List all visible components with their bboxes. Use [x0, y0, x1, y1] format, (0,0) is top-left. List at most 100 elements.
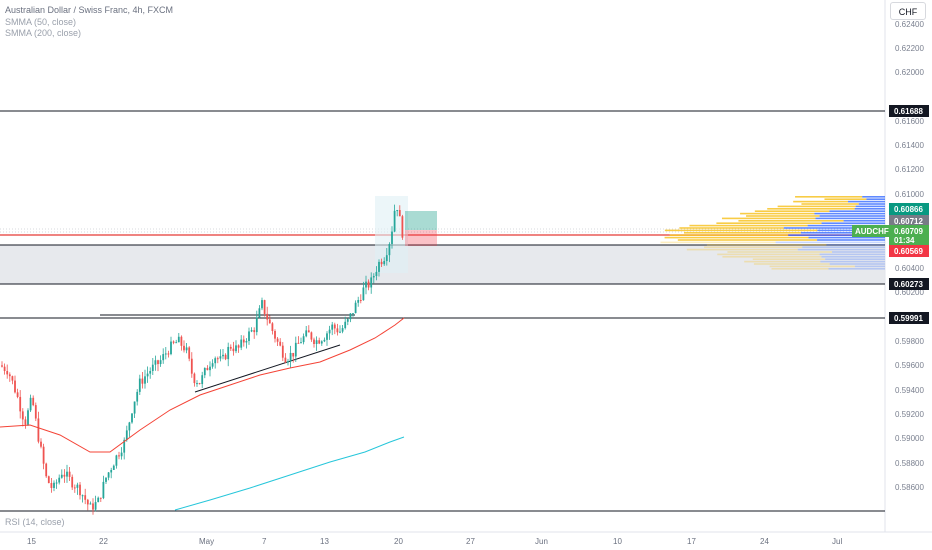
price-axis[interactable]: 0.62400 0.62200 0.62000 0.61600 0.61400 … [895, 20, 924, 492]
volume-profile-bar [788, 234, 885, 236]
candle-body [323, 339, 326, 342]
candle-body [276, 338, 279, 342]
candle-body [94, 502, 97, 510]
candle-body [383, 261, 386, 265]
candle-body [263, 300, 266, 314]
price-tick: 0.61600 [895, 117, 924, 126]
volume-profile-bar [843, 220, 885, 222]
stop-loss-value: 0.60569 [894, 247, 923, 256]
symbol-title[interactable]: Australian Dollar / Swiss Franc, 4h, FXC… [5, 5, 174, 15]
volume-profile-bar [686, 248, 798, 251]
candle-body [326, 333, 328, 340]
candle-body [19, 396, 22, 412]
candle-body [396, 210, 399, 212]
smma-50-line [0, 317, 405, 453]
volume-profile-bar [740, 212, 815, 215]
volume-profile-bar [854, 208, 885, 210]
candle-body [125, 430, 128, 440]
candle-body [211, 363, 214, 367]
candle-body [372, 276, 375, 278]
candlestick-series[interactable] [1, 204, 404, 515]
volume-profile-bar [669, 234, 789, 236]
candle-body [357, 300, 360, 303]
volume-profile-bar [767, 208, 855, 210]
volume-profile-bar [727, 251, 833, 253]
smma-200-legend[interactable]: SMMA (200, close) [5, 28, 82, 38]
candle-body [6, 370, 9, 375]
candle-body [393, 210, 396, 232]
volume-profile-bar [797, 248, 885, 251]
volume-profile-bar [793, 200, 849, 203]
currency-button[interactable]: CHF [890, 2, 926, 20]
price-tick: 0.62200 [895, 44, 924, 53]
candle-body [138, 378, 141, 392]
candle-body [339, 331, 341, 333]
volume-profile-bar [769, 265, 855, 268]
candle-body [300, 342, 302, 344]
candle-body [352, 313, 354, 315]
candle-body [81, 495, 84, 497]
symbol-label: AUDCHF [855, 227, 889, 236]
candle-body [99, 497, 102, 499]
candle-body [73, 487, 76, 489]
volume-profile-bar [832, 251, 885, 253]
candle-body [123, 439, 126, 453]
volume-profile-bar [829, 210, 885, 212]
volume-profile-bar [738, 220, 844, 222]
rising-trendline[interactable] [194, 344, 341, 393]
volume-profile-bar [824, 198, 867, 200]
candle-body [8, 374, 11, 377]
candle-body [258, 308, 261, 318]
price-tags: 0.61688 0.60866 0.60712 AUDCHF 0.60709 0… [852, 105, 929, 324]
candle-body [170, 341, 172, 355]
time-tick: 7 [262, 537, 267, 546]
bid-value: 0.60709 [894, 227, 923, 236]
candle-body [362, 287, 365, 301]
candle-body [380, 261, 383, 265]
volume-profile-bar [854, 265, 885, 268]
candle-body [133, 401, 136, 414]
price-tick: 0.59800 [895, 337, 924, 346]
volume-profile-bar [825, 258, 885, 260]
time-tick: 22 [99, 537, 108, 546]
volume-profile-bar [802, 246, 885, 248]
candle-body [224, 354, 227, 360]
volume-profile-bar [828, 268, 885, 270]
candle-body [21, 411, 24, 420]
volume-profile-bar [848, 200, 885, 203]
candle-body [177, 336, 180, 343]
candle-body [385, 255, 388, 262]
support-zone[interactable] [0, 245, 885, 284]
candle-body [307, 330, 310, 333]
volume-profile-bar [808, 236, 885, 239]
time-axis[interactable]: 15 22 May 7 13 20 27 Jun 10 17 24 Jul [27, 537, 842, 546]
stop-loss-area[interactable] [405, 230, 437, 246]
candle-body [146, 373, 149, 377]
volume-profile-bar [862, 196, 885, 198]
candle-body [216, 358, 219, 360]
volume-profile-bar [866, 198, 885, 200]
candle-body [341, 328, 344, 332]
candle-body [60, 474, 63, 478]
level-high-value: 0.61688 [894, 107, 923, 116]
candle-body [349, 313, 352, 320]
candle-body [292, 352, 295, 357]
rsi-legend[interactable]: RSI (14, close) [5, 517, 65, 527]
candle-body [370, 277, 373, 288]
price-tick: 0.59600 [895, 361, 924, 370]
price-tick: 0.58800 [895, 459, 924, 468]
price-tick: 0.59200 [895, 410, 924, 419]
volume-profile-bar [679, 227, 784, 229]
countdown-value: 01:34 [894, 236, 915, 245]
candle-body [110, 469, 113, 473]
candle-body [235, 345, 237, 352]
take-profit-area[interactable] [405, 211, 437, 230]
candle-body [55, 482, 58, 484]
volume-profile-bar [817, 229, 885, 232]
smma-50-legend[interactable]: SMMA (50, close) [5, 17, 77, 27]
candle-body [37, 418, 40, 442]
price-tick: 0.58600 [895, 483, 924, 492]
candle-body [76, 484, 79, 488]
